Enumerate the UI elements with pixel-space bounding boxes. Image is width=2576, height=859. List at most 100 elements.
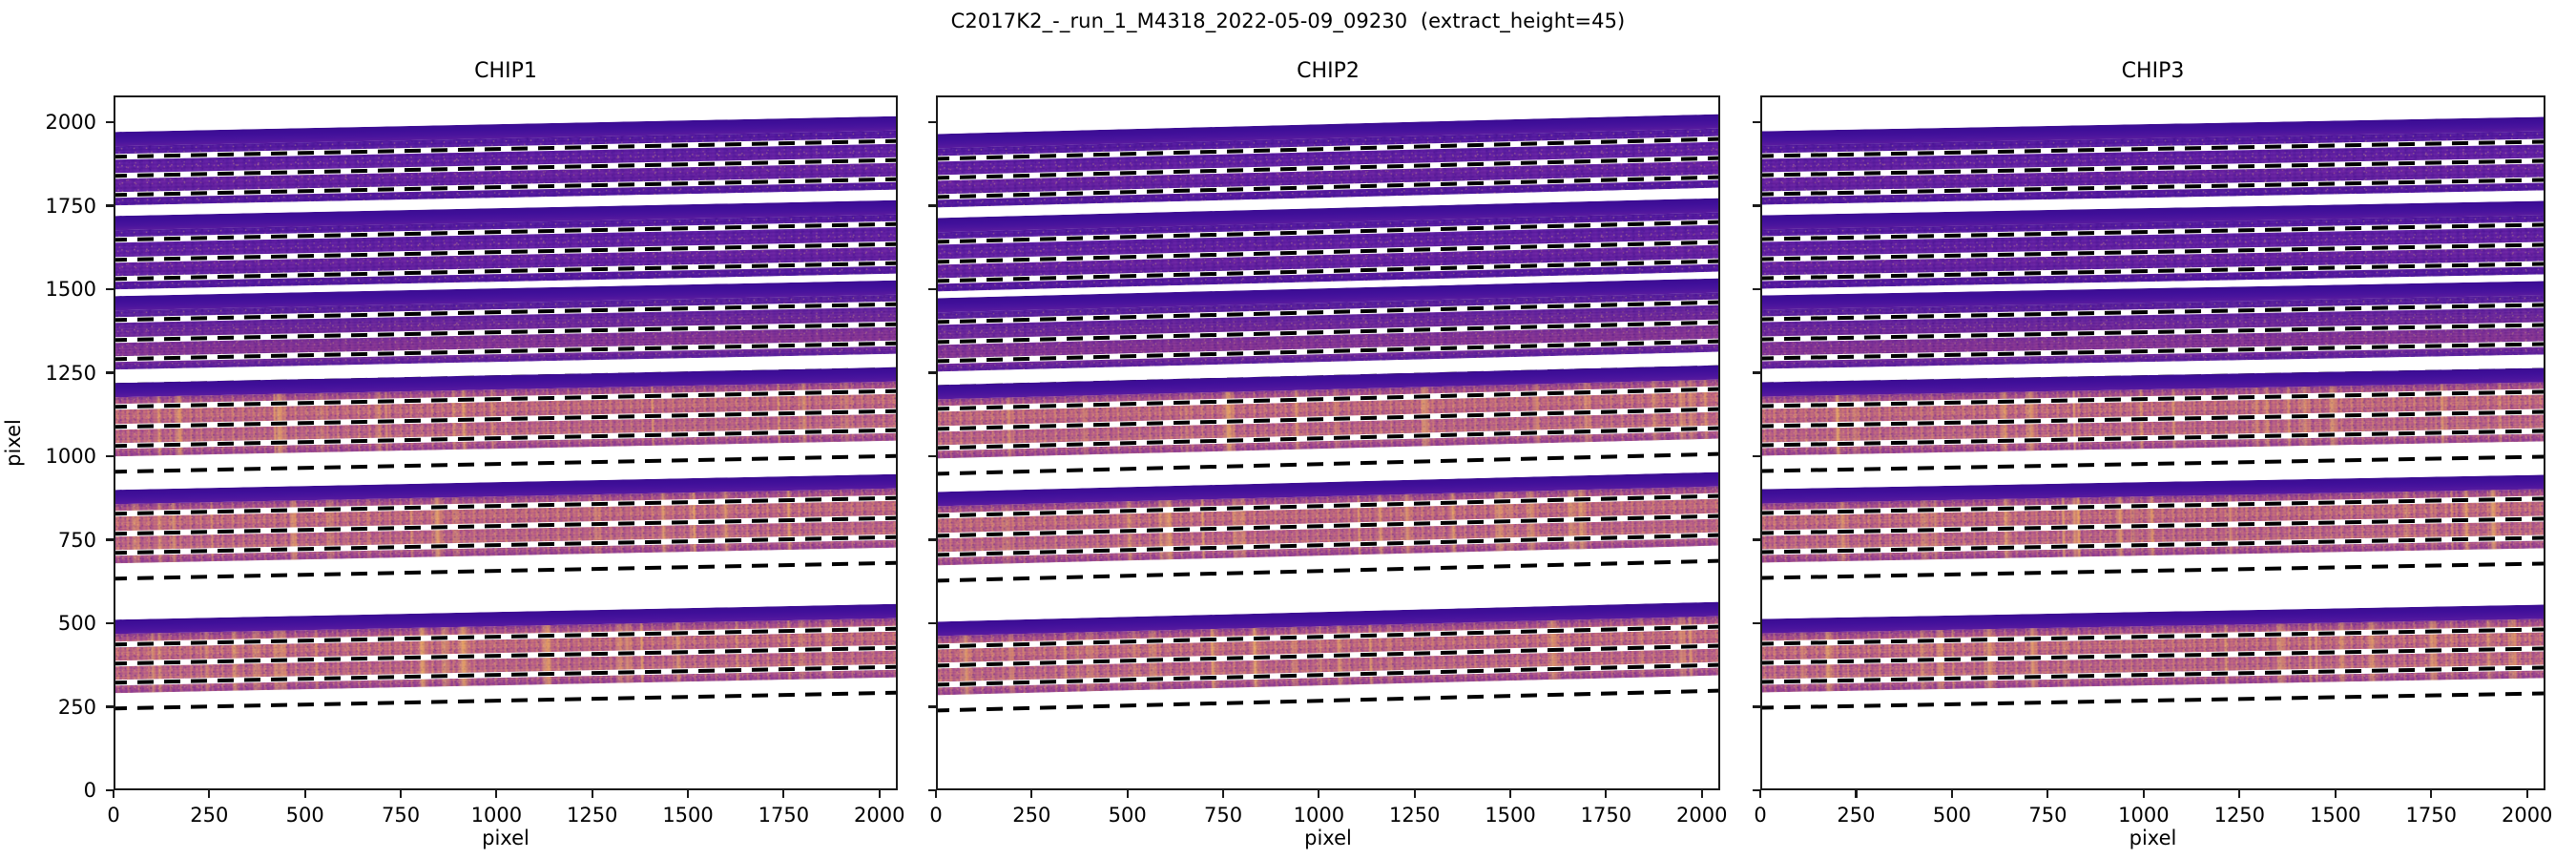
- y-tick-mark: [928, 621, 936, 625]
- x-tick-label: 250: [190, 804, 229, 827]
- y-tick-mark: [106, 454, 114, 458]
- y-tick-mark: [1753, 538, 1760, 541]
- x-tick-mark: [878, 790, 881, 798]
- x-tick-label: 500: [1932, 804, 1971, 827]
- extraction-boundary-line: [1762, 690, 2544, 711]
- y-tick-mark: [1753, 705, 1760, 708]
- x-tick-label: 1750: [2405, 804, 2457, 827]
- x-tick-mark: [782, 790, 785, 798]
- x-tick-mark: [1030, 790, 1033, 798]
- extraction-boundary-line: [1762, 560, 2544, 580]
- spectrum-image-chip3: [1762, 97, 2544, 788]
- y-tick-label: 0: [83, 779, 96, 802]
- y-tick-mark: [1753, 287, 1760, 291]
- spectral-order-band: [115, 199, 896, 290]
- spectral-order-band: [938, 113, 1718, 209]
- plot-panel-chip3[interactable]: [1760, 95, 2545, 790]
- y-tick-label: 1500: [45, 278, 96, 301]
- y-tick-mark: [928, 204, 936, 207]
- x-tick-label: 2000: [854, 804, 905, 827]
- y-tick-mark: [1753, 621, 1760, 625]
- extraction-boundary-line: [1762, 453, 2544, 473]
- x-tick-mark: [2430, 790, 2433, 798]
- spectral-order-band: [115, 115, 896, 206]
- y-tick-mark: [1753, 788, 1760, 792]
- spectral-order-band: [938, 197, 1718, 292]
- x-tick-mark: [1605, 790, 1608, 798]
- x-tick-mark: [686, 790, 690, 798]
- x-tick-label: 250: [1837, 804, 1876, 827]
- xaxis-label-chip2: pixel: [1304, 827, 1352, 849]
- spectrum-image-chip1: [115, 97, 896, 788]
- spectral-order-band: [938, 364, 1718, 459]
- spectral-order-band: [1762, 473, 2544, 563]
- y-tick-mark: [928, 454, 936, 458]
- x-tick-mark: [591, 790, 593, 798]
- spectral-order-band: [115, 279, 896, 370]
- spectral-order-band: [938, 471, 1718, 566]
- x-tick-mark: [303, 790, 306, 798]
- x-tick-label: 1250: [2213, 804, 2266, 827]
- x-tick-label: 1250: [566, 804, 618, 827]
- y-tick-mark: [1753, 120, 1760, 124]
- y-tick-mark: [928, 538, 936, 541]
- spectral-order-band: [1762, 603, 2544, 694]
- y-tick-mark: [106, 371, 114, 374]
- x-tick-mark: [208, 790, 211, 798]
- spectral-order-band: [1762, 280, 2544, 369]
- y-tick-label: 2000: [45, 111, 96, 134]
- x-tick-mark: [2525, 790, 2528, 798]
- x-tick-label: 500: [285, 804, 324, 827]
- x-tick-mark: [2142, 790, 2145, 798]
- y-tick-mark: [106, 788, 114, 792]
- x-tick-mark: [1318, 790, 1320, 798]
- x-tick-label: 0: [1754, 804, 1767, 827]
- y-tick-mark: [928, 120, 936, 124]
- spectral-order-band: [1762, 199, 2544, 289]
- y-tick-label: 750: [57, 528, 96, 552]
- plot-panel-chip2[interactable]: [936, 95, 1720, 790]
- y-tick-mark: [928, 788, 936, 792]
- y-tick-mark: [928, 287, 936, 291]
- x-tick-mark: [2238, 790, 2241, 798]
- spectral-order-band: [938, 600, 1718, 697]
- extraction-boundary-line: [938, 687, 1718, 714]
- x-tick-mark: [1855, 790, 1858, 798]
- x-tick-label: 500: [1108, 804, 1147, 827]
- panel-title-chip1: CHIP1: [474, 59, 537, 83]
- yaxis-label-chip1: pixel: [2, 419, 25, 467]
- y-tick-mark: [106, 621, 114, 625]
- x-tick-label: 750: [381, 804, 421, 827]
- y-tick-mark: [106, 287, 114, 291]
- x-tick-label: 1750: [1580, 804, 1632, 827]
- y-tick-label: 250: [57, 695, 96, 719]
- x-tick-label: 1250: [1388, 804, 1441, 827]
- x-tick-label: 750: [1203, 804, 1243, 827]
- xaxis-label-chip1: pixel: [482, 827, 530, 849]
- x-tick-label: 1000: [470, 804, 523, 827]
- x-tick-mark: [1950, 790, 1953, 798]
- x-tick-label: 1500: [1485, 804, 1536, 827]
- x-tick-label: 1500: [2310, 804, 2361, 827]
- y-tick-label: 500: [57, 612, 96, 635]
- x-tick-label: 2000: [1676, 804, 1728, 827]
- x-tick-label: 1000: [2118, 804, 2170, 827]
- x-tick-label: 1750: [758, 804, 810, 827]
- figure-suptitle: C2017K2_-_run_1_M4318_2022-05-09_09230 (…: [950, 10, 1626, 32]
- x-tick-label: 0: [929, 804, 943, 827]
- y-tick-label: 1250: [45, 361, 96, 385]
- xaxis-label-chip3: pixel: [2129, 827, 2177, 849]
- spectrum-image-chip2: [938, 97, 1718, 788]
- x-tick-label: 750: [2028, 804, 2067, 827]
- x-tick-mark: [112, 790, 115, 798]
- spectral-order-band: [115, 603, 896, 694]
- y-tick-mark: [928, 371, 936, 374]
- y-tick-mark: [106, 120, 114, 124]
- x-tick-mark: [2334, 790, 2337, 798]
- x-tick-label: 250: [1012, 804, 1051, 827]
- spectral-order-band: [1762, 115, 2544, 206]
- plot-panel-chip1[interactable]: [114, 95, 898, 790]
- y-tick-label: 1750: [45, 194, 96, 218]
- x-tick-mark: [1126, 790, 1129, 798]
- panel-title-chip3: CHIP3: [2121, 59, 2185, 83]
